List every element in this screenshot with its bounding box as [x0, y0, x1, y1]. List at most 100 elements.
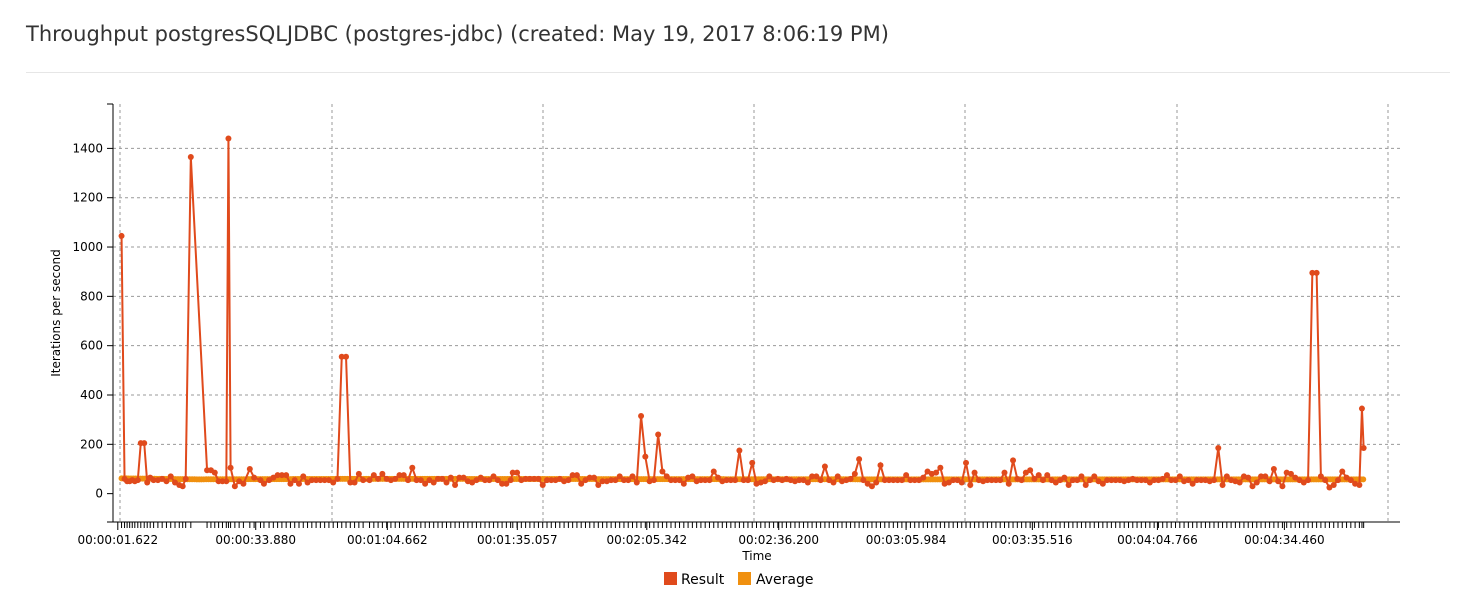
result-point[interactable] [539, 482, 546, 489]
result-point[interactable] [260, 480, 267, 487]
result-point[interactable] [984, 477, 991, 484]
result-point[interactable] [1313, 269, 1320, 276]
result-point[interactable] [1198, 477, 1205, 484]
result-point[interactable] [809, 473, 816, 480]
result-point[interactable] [1005, 480, 1012, 487]
result-point[interactable] [225, 135, 232, 142]
result-point[interactable] [821, 463, 828, 470]
result-point[interactable] [586, 474, 593, 481]
result-point[interactable] [659, 468, 666, 475]
result-point[interactable] [334, 475, 341, 482]
result-point[interactable] [697, 477, 704, 484]
result-point[interactable] [413, 477, 420, 484]
result-point[interactable] [672, 477, 679, 484]
result-point[interactable] [625, 477, 632, 484]
result-point[interactable] [1069, 477, 1076, 484]
result-point[interactable] [251, 474, 258, 481]
result-point[interactable] [655, 431, 662, 438]
result-point[interactable] [134, 477, 141, 484]
result-point[interactable] [1082, 482, 1089, 489]
result-point[interactable] [1091, 473, 1098, 480]
result-point[interactable] [1245, 474, 1252, 481]
result-point[interactable] [950, 477, 957, 484]
result-point[interactable] [616, 473, 623, 480]
result-point[interactable] [526, 475, 533, 482]
result-point[interactable] [240, 480, 247, 487]
result-point[interactable] [578, 480, 585, 487]
result-point[interactable] [1027, 467, 1034, 474]
result-point[interactable] [608, 477, 615, 484]
result-point[interactable] [894, 477, 901, 484]
result-point[interactable] [313, 477, 320, 484]
result-point[interactable] [992, 477, 999, 484]
result-point[interactable] [642, 453, 649, 460]
result-point[interactable] [573, 472, 580, 479]
result-point[interactable] [375, 475, 382, 482]
result-point[interactable] [531, 475, 538, 482]
result-point[interactable] [246, 465, 253, 472]
result-point[interactable] [1266, 478, 1273, 485]
result-point[interactable] [612, 477, 619, 484]
result-point[interactable] [548, 477, 555, 484]
result-point[interactable] [1330, 482, 1337, 489]
result-point[interactable] [898, 477, 905, 484]
result-point[interactable] [620, 477, 627, 484]
result-point[interactable] [392, 475, 399, 482]
result-point[interactable] [1189, 480, 1196, 487]
result-point[interactable] [1358, 405, 1365, 412]
result-point[interactable] [1193, 477, 1200, 484]
result-point[interactable] [937, 464, 944, 471]
result-point[interactable] [1159, 475, 1166, 482]
result-point[interactable] [1309, 269, 1316, 276]
result-point[interactable] [503, 480, 510, 487]
result-point[interactable] [868, 483, 875, 490]
result-point[interactable] [1074, 477, 1081, 484]
result-point[interactable] [494, 477, 501, 484]
result-point[interactable] [1099, 480, 1106, 487]
result-point[interactable] [167, 473, 174, 480]
result-point[interactable] [633, 479, 640, 486]
result-point[interactable] [355, 470, 362, 477]
result-point[interactable] [595, 482, 602, 489]
result-point[interactable] [736, 447, 743, 454]
result-point[interactable] [971, 469, 978, 476]
result-point[interactable] [591, 474, 598, 481]
result-point[interactable] [689, 473, 696, 480]
result-point[interactable] [988, 477, 995, 484]
result-point[interactable] [663, 473, 670, 480]
result-point[interactable] [599, 478, 606, 485]
result-point[interactable] [422, 480, 429, 487]
result-point[interactable] [1339, 468, 1346, 475]
result-point[interactable] [295, 480, 302, 487]
result-point[interactable] [963, 459, 970, 466]
result-point[interactable] [569, 472, 576, 479]
result-point[interactable] [141, 440, 148, 447]
result-point[interactable] [847, 475, 854, 482]
result-point[interactable] [877, 462, 884, 469]
result-point[interactable] [933, 469, 940, 476]
result-point[interactable] [486, 477, 493, 484]
result-point[interactable] [1010, 457, 1017, 464]
result-point[interactable] [1087, 477, 1094, 484]
result-point[interactable] [1134, 477, 1141, 484]
result-point[interactable] [958, 479, 965, 486]
result-point[interactable] [321, 477, 328, 484]
result-point[interactable] [1176, 473, 1183, 480]
result-point[interactable] [1270, 465, 1277, 472]
result-point[interactable] [1185, 477, 1192, 484]
result-point[interactable] [881, 477, 888, 484]
result-point[interactable] [834, 473, 841, 480]
result-point[interactable] [405, 477, 412, 484]
result-point[interactable] [1078, 473, 1085, 480]
result-point[interactable] [514, 469, 521, 476]
result-point[interactable] [317, 477, 324, 484]
result-point[interactable] [740, 477, 747, 484]
result-point[interactable] [723, 477, 730, 484]
result-point[interactable] [830, 479, 837, 486]
result-point[interactable] [1018, 477, 1025, 484]
result-point[interactable] [417, 477, 424, 484]
result-point[interactable] [163, 478, 170, 485]
result-point[interactable] [1104, 477, 1111, 484]
result-point[interactable] [507, 477, 514, 484]
result-point[interactable] [1322, 477, 1329, 484]
